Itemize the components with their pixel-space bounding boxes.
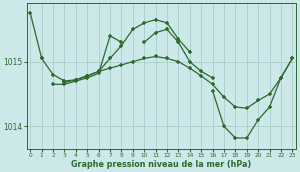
X-axis label: Graphe pression niveau de la mer (hPa): Graphe pression niveau de la mer (hPa) [71, 159, 251, 169]
